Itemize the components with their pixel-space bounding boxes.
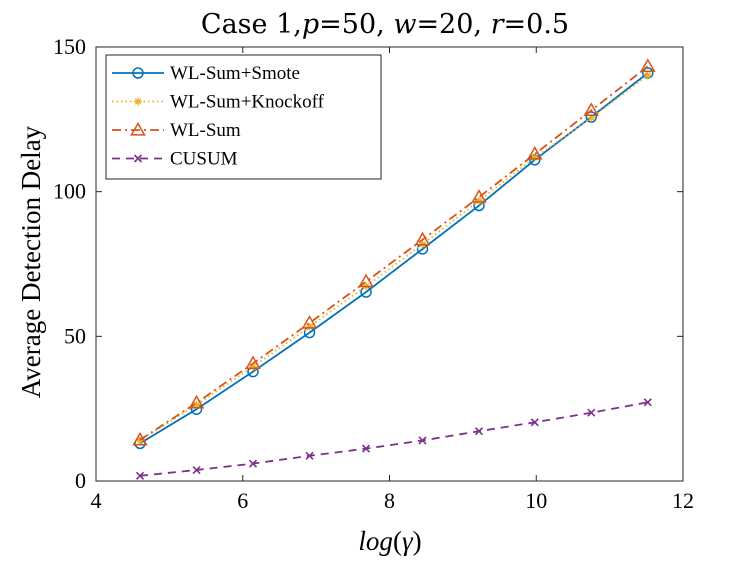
data-point-x [587, 408, 596, 417]
data-point-triangle [188, 394, 205, 409]
data-point-x [643, 398, 652, 407]
data-point-circle [132, 67, 144, 79]
y-tick-label: 50 [64, 323, 86, 348]
legend-box [105, 54, 382, 180]
data-point-triangle [526, 146, 543, 160]
series-layer [132, 58, 656, 480]
y-tick-label: 100 [53, 179, 86, 204]
y-tick-label: 150 [53, 34, 86, 59]
data-point-x [418, 436, 427, 445]
data-point-x [192, 465, 201, 475]
y-axis-label: Average Detection Delay [16, 125, 46, 398]
data-point-star [587, 113, 596, 122]
legend-label: WL-Sum [170, 120, 241, 141]
series-cusum [135, 398, 652, 480]
x-axis-label: log(γ) [358, 526, 421, 556]
x-tick-label: 4 [91, 488, 102, 513]
data-point-triangle [414, 231, 431, 246]
data-point-star [134, 97, 142, 106]
x-tick-label: 10 [525, 488, 547, 513]
legend-item: CUSUM [112, 149, 238, 170]
legend: WL-Sum+Smote WL-Sum+Knockoff WL-Sum CUSUM [105, 54, 382, 180]
data-point-triangle [583, 102, 600, 116]
data-point-star [192, 400, 201, 409]
data-point-triangle [639, 58, 656, 73]
x-tick-label: 6 [237, 488, 248, 513]
data-point-triangle [130, 121, 146, 136]
data-point-star [643, 71, 652, 80]
axis-ticks: 4 6 8 10 12 0 50 100 150 [53, 34, 694, 513]
legend-label: WL-Sum+Knockoff [170, 92, 325, 113]
y-tick-label: 0 [75, 468, 86, 493]
data-point-triangle [301, 315, 318, 329]
data-point-triangle [358, 273, 374, 288]
data-point-star [305, 322, 314, 331]
data-point-x [474, 427, 484, 436]
data-point-star [530, 153, 539, 162]
data-point-star [249, 362, 258, 371]
data-point-circle [585, 111, 598, 123]
series-wl-sum [132, 58, 656, 446]
legend-label: CUSUM [170, 149, 238, 170]
data-point-star [136, 436, 145, 445]
data-point-x [361, 444, 371, 453]
x-tick-label: 12 [672, 488, 694, 513]
data-point-triangle [245, 355, 261, 370]
data-point-star [475, 196, 484, 205]
data-point-triangle [471, 189, 487, 203]
series-line [139, 65, 649, 441]
data-point-triangle [132, 431, 148, 446]
data-point-x [135, 471, 145, 480]
legend-item: WL-Sum+Knockoff [112, 92, 325, 113]
legend-label: WL-Sum+Smote [170, 63, 300, 84]
chart-title: Case 1,p=50, w=20, r=0.5 [201, 9, 569, 40]
data-point-x [530, 418, 539, 427]
series-line [139, 72, 649, 445]
data-point-x [305, 451, 314, 460]
series-line [139, 401, 648, 477]
legend-item: WL-Sum [112, 120, 241, 141]
data-point-x [133, 154, 143, 163]
legend-item: WL-Sum+Smote [112, 63, 300, 84]
data-point-x [248, 459, 258, 468]
x-tick-label: 8 [384, 488, 395, 513]
